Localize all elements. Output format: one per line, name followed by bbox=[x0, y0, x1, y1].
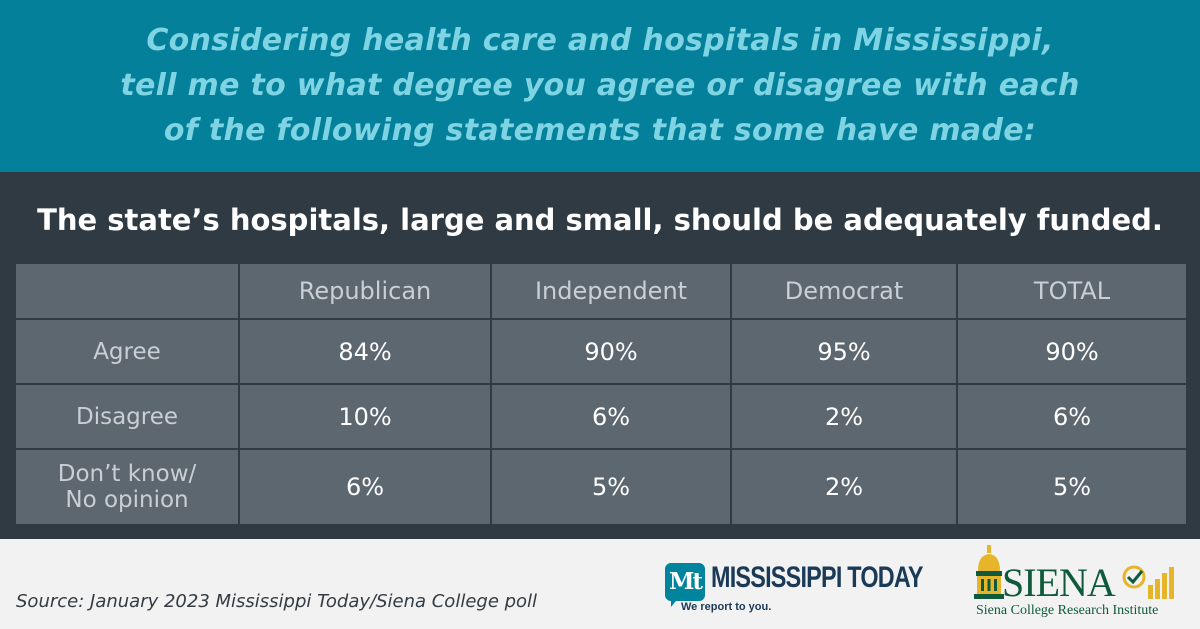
question-text: Considering health care and hospitals in… bbox=[120, 18, 1079, 153]
column-header bbox=[14, 262, 240, 320]
poll-results-table: Republican Independent Democrat TOTAL Ag… bbox=[14, 262, 1188, 526]
table-cell: 84% bbox=[238, 318, 492, 385]
table-cell: 2% bbox=[730, 383, 958, 450]
table-cell: 10% bbox=[238, 383, 492, 450]
mt-tagline: We report to you. bbox=[681, 601, 772, 613]
table-cell: 5% bbox=[956, 448, 1188, 526]
column-header-republican: Republican bbox=[238, 262, 492, 320]
question-line: Considering health care and hospitals in… bbox=[146, 22, 1054, 58]
row-label-line: Agree bbox=[93, 338, 161, 365]
table-row-agree: Agree 84% 90% 95% 90% bbox=[14, 318, 1188, 385]
siena-wordmark: SIENA bbox=[1002, 560, 1116, 605]
source-note: Source: January 2023 Mississippi Today/S… bbox=[16, 591, 538, 612]
table-cell: 2% bbox=[730, 448, 958, 526]
table-row-disagree: Disagree 10% 6% 2% 6% bbox=[14, 383, 1188, 450]
table-cell: 6% bbox=[490, 383, 732, 450]
question-line: of the following statements that some ha… bbox=[163, 112, 1037, 148]
dome-icon bbox=[974, 545, 1004, 599]
statement-title: The state’s hospitals, large and small, … bbox=[37, 203, 1163, 237]
siena-subtitle: Siena College Research Institute bbox=[976, 603, 1159, 618]
table-cell: 90% bbox=[956, 318, 1188, 385]
row-label: Disagree bbox=[14, 383, 240, 450]
check-bars-icon bbox=[1122, 565, 1174, 599]
table-cell: 90% bbox=[490, 318, 732, 385]
row-label: Don’t know/ No opinion bbox=[14, 448, 240, 526]
table-row-no-opinion: Don’t know/ No opinion 6% 5% 2% 5% bbox=[14, 448, 1188, 526]
question-header: Considering health care and hospitals in… bbox=[0, 0, 1200, 172]
row-label: Agree bbox=[14, 318, 240, 385]
column-header-independent: Independent bbox=[490, 262, 732, 320]
table-header-row: Republican Independent Democrat TOTAL bbox=[14, 262, 1188, 320]
speech-bubble-tail-icon bbox=[671, 597, 679, 607]
row-label-line: No opinion bbox=[65, 487, 189, 513]
row-label-line: Disagree bbox=[75, 403, 179, 430]
table-cell: 5% bbox=[490, 448, 732, 526]
column-header-total: TOTAL bbox=[956, 262, 1188, 320]
mississippi-today-logo: Mt MISSISSIPPI TODAY We report to you. bbox=[665, 559, 930, 615]
siena-logo: SIENA Siena College Research Institute bbox=[970, 545, 1185, 625]
results-panel: The state’s hospitals, large and small, … bbox=[0, 172, 1200, 539]
table-cell: 6% bbox=[238, 448, 492, 526]
row-label-line: Don’t know/ bbox=[57, 461, 197, 487]
table-cell: 6% bbox=[956, 383, 1188, 450]
column-header-democrat: Democrat bbox=[730, 262, 958, 320]
table-cell: 95% bbox=[730, 318, 958, 385]
question-line: tell me to what degree you agree or disa… bbox=[120, 67, 1080, 103]
mt-badge-icon: Mt bbox=[665, 563, 705, 601]
mt-wordmark: MISSISSIPPI TODAY bbox=[711, 561, 924, 594]
footer: Source: January 2023 Mississippi Today/S… bbox=[0, 539, 1200, 629]
